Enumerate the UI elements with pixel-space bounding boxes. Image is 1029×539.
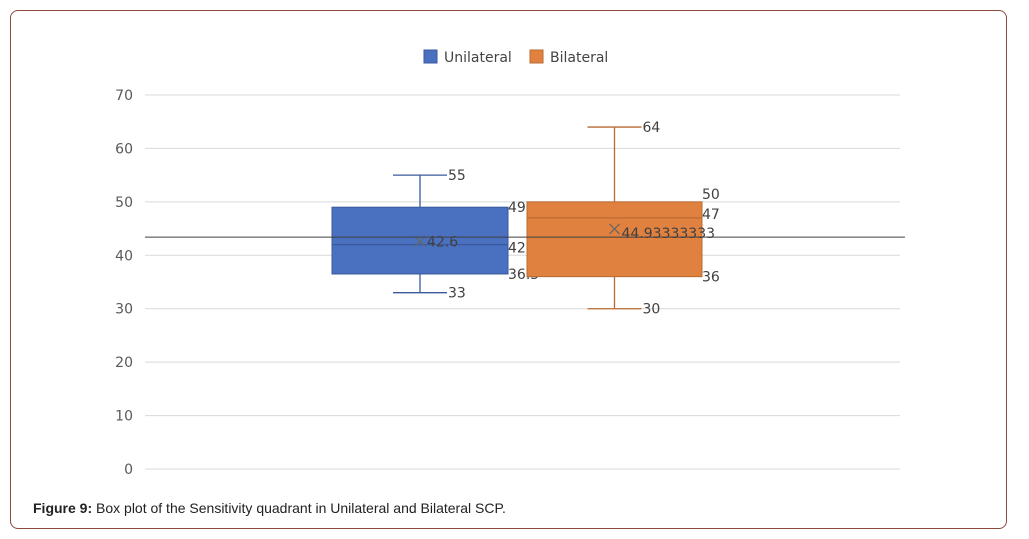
y-tick-label: 30 [115,302,133,318]
y-tick-label: 40 [115,248,133,264]
mean-marker [609,223,620,235]
max-label: 64 [643,120,661,136]
mean-marker [414,235,426,247]
median-label: 42 [508,241,526,257]
figure-frame [10,10,1007,529]
mean-label: 44.93333333 [622,226,716,242]
max-label: 55 [448,168,466,184]
min-label: 33 [448,286,466,302]
q3-label: 50 [702,187,720,203]
figure-caption: Figure 9: Box plot of the Sensitivity qu… [33,500,506,516]
legend-swatch [423,49,438,64]
median-label: 47 [702,207,720,223]
y-tick-label: 70 [115,88,133,104]
q3-label: 49 [508,200,526,216]
legend-label: Unilateral [444,50,512,66]
y-tick-label: 10 [115,409,133,425]
legend-label: Bilateral [550,50,608,66]
y-tick-label: 50 [115,195,133,211]
y-tick-label: 60 [115,141,133,157]
caption-text: Box plot of the Sensitivity quadrant in … [92,500,506,516]
box-bilateral [526,201,703,278]
caption-label: Figure 9: [33,500,93,516]
legend-swatch [529,49,544,64]
min-label: 30 [643,302,661,318]
y-tick-label: 20 [115,355,133,371]
mean-label: 42.6 [427,234,458,250]
y-tick-label: 0 [124,462,133,478]
q1-label: 36 [702,270,720,286]
